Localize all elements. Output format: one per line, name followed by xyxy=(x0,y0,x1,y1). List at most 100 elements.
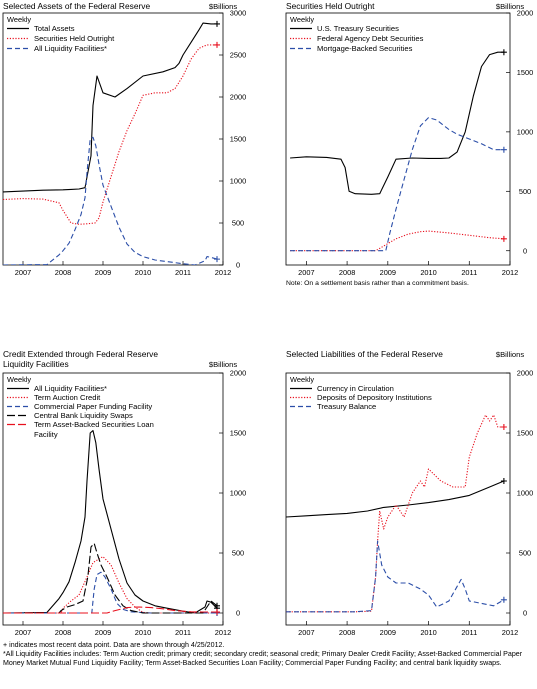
legend-label: Securities Held Outright xyxy=(34,34,115,43)
y-tick-label: 500 xyxy=(519,187,531,196)
series-line xyxy=(3,606,217,614)
x-tick-label: 2007 xyxy=(15,628,31,637)
last-point-marker xyxy=(214,609,220,616)
series-line xyxy=(3,571,217,614)
last-point-marker xyxy=(500,235,507,242)
legend-label: Term Auction Credit xyxy=(34,393,101,402)
x-tick-label: 2010 xyxy=(135,628,151,637)
y-tick-label: 3000 xyxy=(230,9,246,18)
series-line xyxy=(3,136,218,265)
chart-panel-3: Credit Extended through Federal ReserveL… xyxy=(2,349,246,637)
legend-label: Total Assets xyxy=(34,24,75,33)
legend-label: Mortgage-Backed Securities xyxy=(317,44,413,53)
y-tick-label: 0 xyxy=(236,261,240,270)
last-point-marker xyxy=(214,20,220,27)
legend-label: Central Bank Liquidity Swaps xyxy=(34,411,133,420)
last-point-marker xyxy=(214,256,220,263)
legend-label: Deposits of Depository Institutions xyxy=(317,393,432,402)
y-tick-label: 2000 xyxy=(230,369,246,378)
plot-frame xyxy=(285,12,511,266)
series-line xyxy=(3,22,217,193)
y-tick-label: 2000 xyxy=(230,93,246,102)
legend-label: Term Asset-Backed Securities Loan xyxy=(34,420,154,429)
x-tick-label: 2011 xyxy=(461,268,477,277)
chart-note: Note: On a settlement basis rather than … xyxy=(286,280,469,287)
legend-label: Federal Agency Debt Securities xyxy=(317,34,424,43)
x-tick-label: 2012 xyxy=(502,628,518,637)
x-tick-label: 2011 xyxy=(175,268,191,277)
x-tick-label: 2012 xyxy=(215,628,231,637)
last-point-marker xyxy=(214,602,220,609)
x-tick-label: 2008 xyxy=(55,268,71,277)
y-tick-label: 1000 xyxy=(230,489,246,498)
unit-label: $Billions xyxy=(209,360,237,369)
frequency-label: Weekly xyxy=(290,15,314,24)
plot-frame xyxy=(2,372,224,626)
frequency-label: Weekly xyxy=(290,375,314,384)
unit-label: $Billions xyxy=(209,2,237,11)
plot-frame xyxy=(285,372,511,626)
series-line xyxy=(290,51,504,195)
x-tick-label: 2008 xyxy=(339,628,355,637)
y-tick-label: 1000 xyxy=(517,127,533,136)
last-point-marker xyxy=(500,596,507,603)
unit-label: $Billions xyxy=(496,2,524,11)
last-point-marker xyxy=(500,424,507,430)
chart-panel-4: Selected Liabilities of the Federal Rese… xyxy=(285,349,533,637)
x-tick-label: 2010 xyxy=(135,268,151,277)
x-tick-label: 2010 xyxy=(420,628,436,637)
x-tick-label: 2009 xyxy=(95,268,111,277)
x-tick-label: 2007 xyxy=(298,628,314,637)
footnote-recent-data-point: + indicates most recent data point. Data… xyxy=(3,641,225,649)
footnote-liquidity-facilities-definition: *All Liquidity Facilities includes: Term… xyxy=(3,650,523,667)
chart-title: Selected Assets of the Federal Reserve xyxy=(3,1,150,11)
x-tick-label: 2011 xyxy=(175,628,191,637)
y-tick-label: 1500 xyxy=(517,68,533,77)
y-tick-label: 500 xyxy=(519,549,531,558)
frequency-label: Weekly xyxy=(7,15,31,24)
last-point-marker xyxy=(500,478,507,484)
frequency-label: Weekly xyxy=(7,375,31,384)
y-tick-label: 1000 xyxy=(230,177,246,186)
x-tick-label: 2009 xyxy=(95,628,111,637)
y-tick-label: 500 xyxy=(232,219,244,228)
y-tick-label: 500 xyxy=(232,549,244,558)
last-point-marker xyxy=(500,49,507,56)
y-tick-label: 0 xyxy=(523,246,527,255)
series-line xyxy=(290,117,504,252)
y-tick-label: 0 xyxy=(236,609,240,618)
y-tick-label: 1500 xyxy=(230,429,246,438)
chart-panel-2: Securities Held Outright $Billions Weekly 0… xyxy=(285,1,533,287)
chart-title: Liquidity Facilities xyxy=(3,359,69,369)
x-tick-label: 2008 xyxy=(339,268,355,277)
legend-label: Commercial Paper Funding Facility xyxy=(34,402,152,411)
chart-title: Credit Extended through Federal Reserve xyxy=(3,349,158,359)
chart-panel-1: Selected Assets of the Federal Reserve $B… xyxy=(2,1,246,277)
series-line xyxy=(3,44,217,225)
x-tick-label: 2011 xyxy=(461,628,477,637)
y-tick-label: 0 xyxy=(523,609,527,618)
series-line xyxy=(286,540,505,613)
x-tick-label: 2007 xyxy=(15,268,31,277)
legend-label: Treasury Balance xyxy=(317,402,376,411)
series-line xyxy=(286,480,505,518)
legend-label: U.S. Treasury Securities xyxy=(317,24,399,33)
chart-title: Selected Liabilities of the Federal Rese… xyxy=(286,349,443,359)
x-tick-label: 2012 xyxy=(502,268,518,277)
series-line xyxy=(3,542,218,614)
last-point-marker xyxy=(214,41,220,48)
x-tick-label: 2010 xyxy=(420,268,436,277)
series-line xyxy=(290,230,504,252)
x-tick-label: 2007 xyxy=(298,268,314,277)
chart-title: Securities Held Outright xyxy=(286,1,375,11)
legend-label: Facility xyxy=(34,430,58,439)
y-tick-label: 2500 xyxy=(230,51,246,60)
x-tick-label: 2008 xyxy=(55,628,71,637)
x-tick-label: 2009 xyxy=(380,268,396,277)
legend-label: Currency in Circulation xyxy=(317,384,394,393)
y-tick-label: 1500 xyxy=(230,135,246,144)
y-tick-label: 1500 xyxy=(517,429,533,438)
last-point-marker xyxy=(500,146,507,153)
legend-label: All Liquidity Facilities* xyxy=(34,44,107,53)
